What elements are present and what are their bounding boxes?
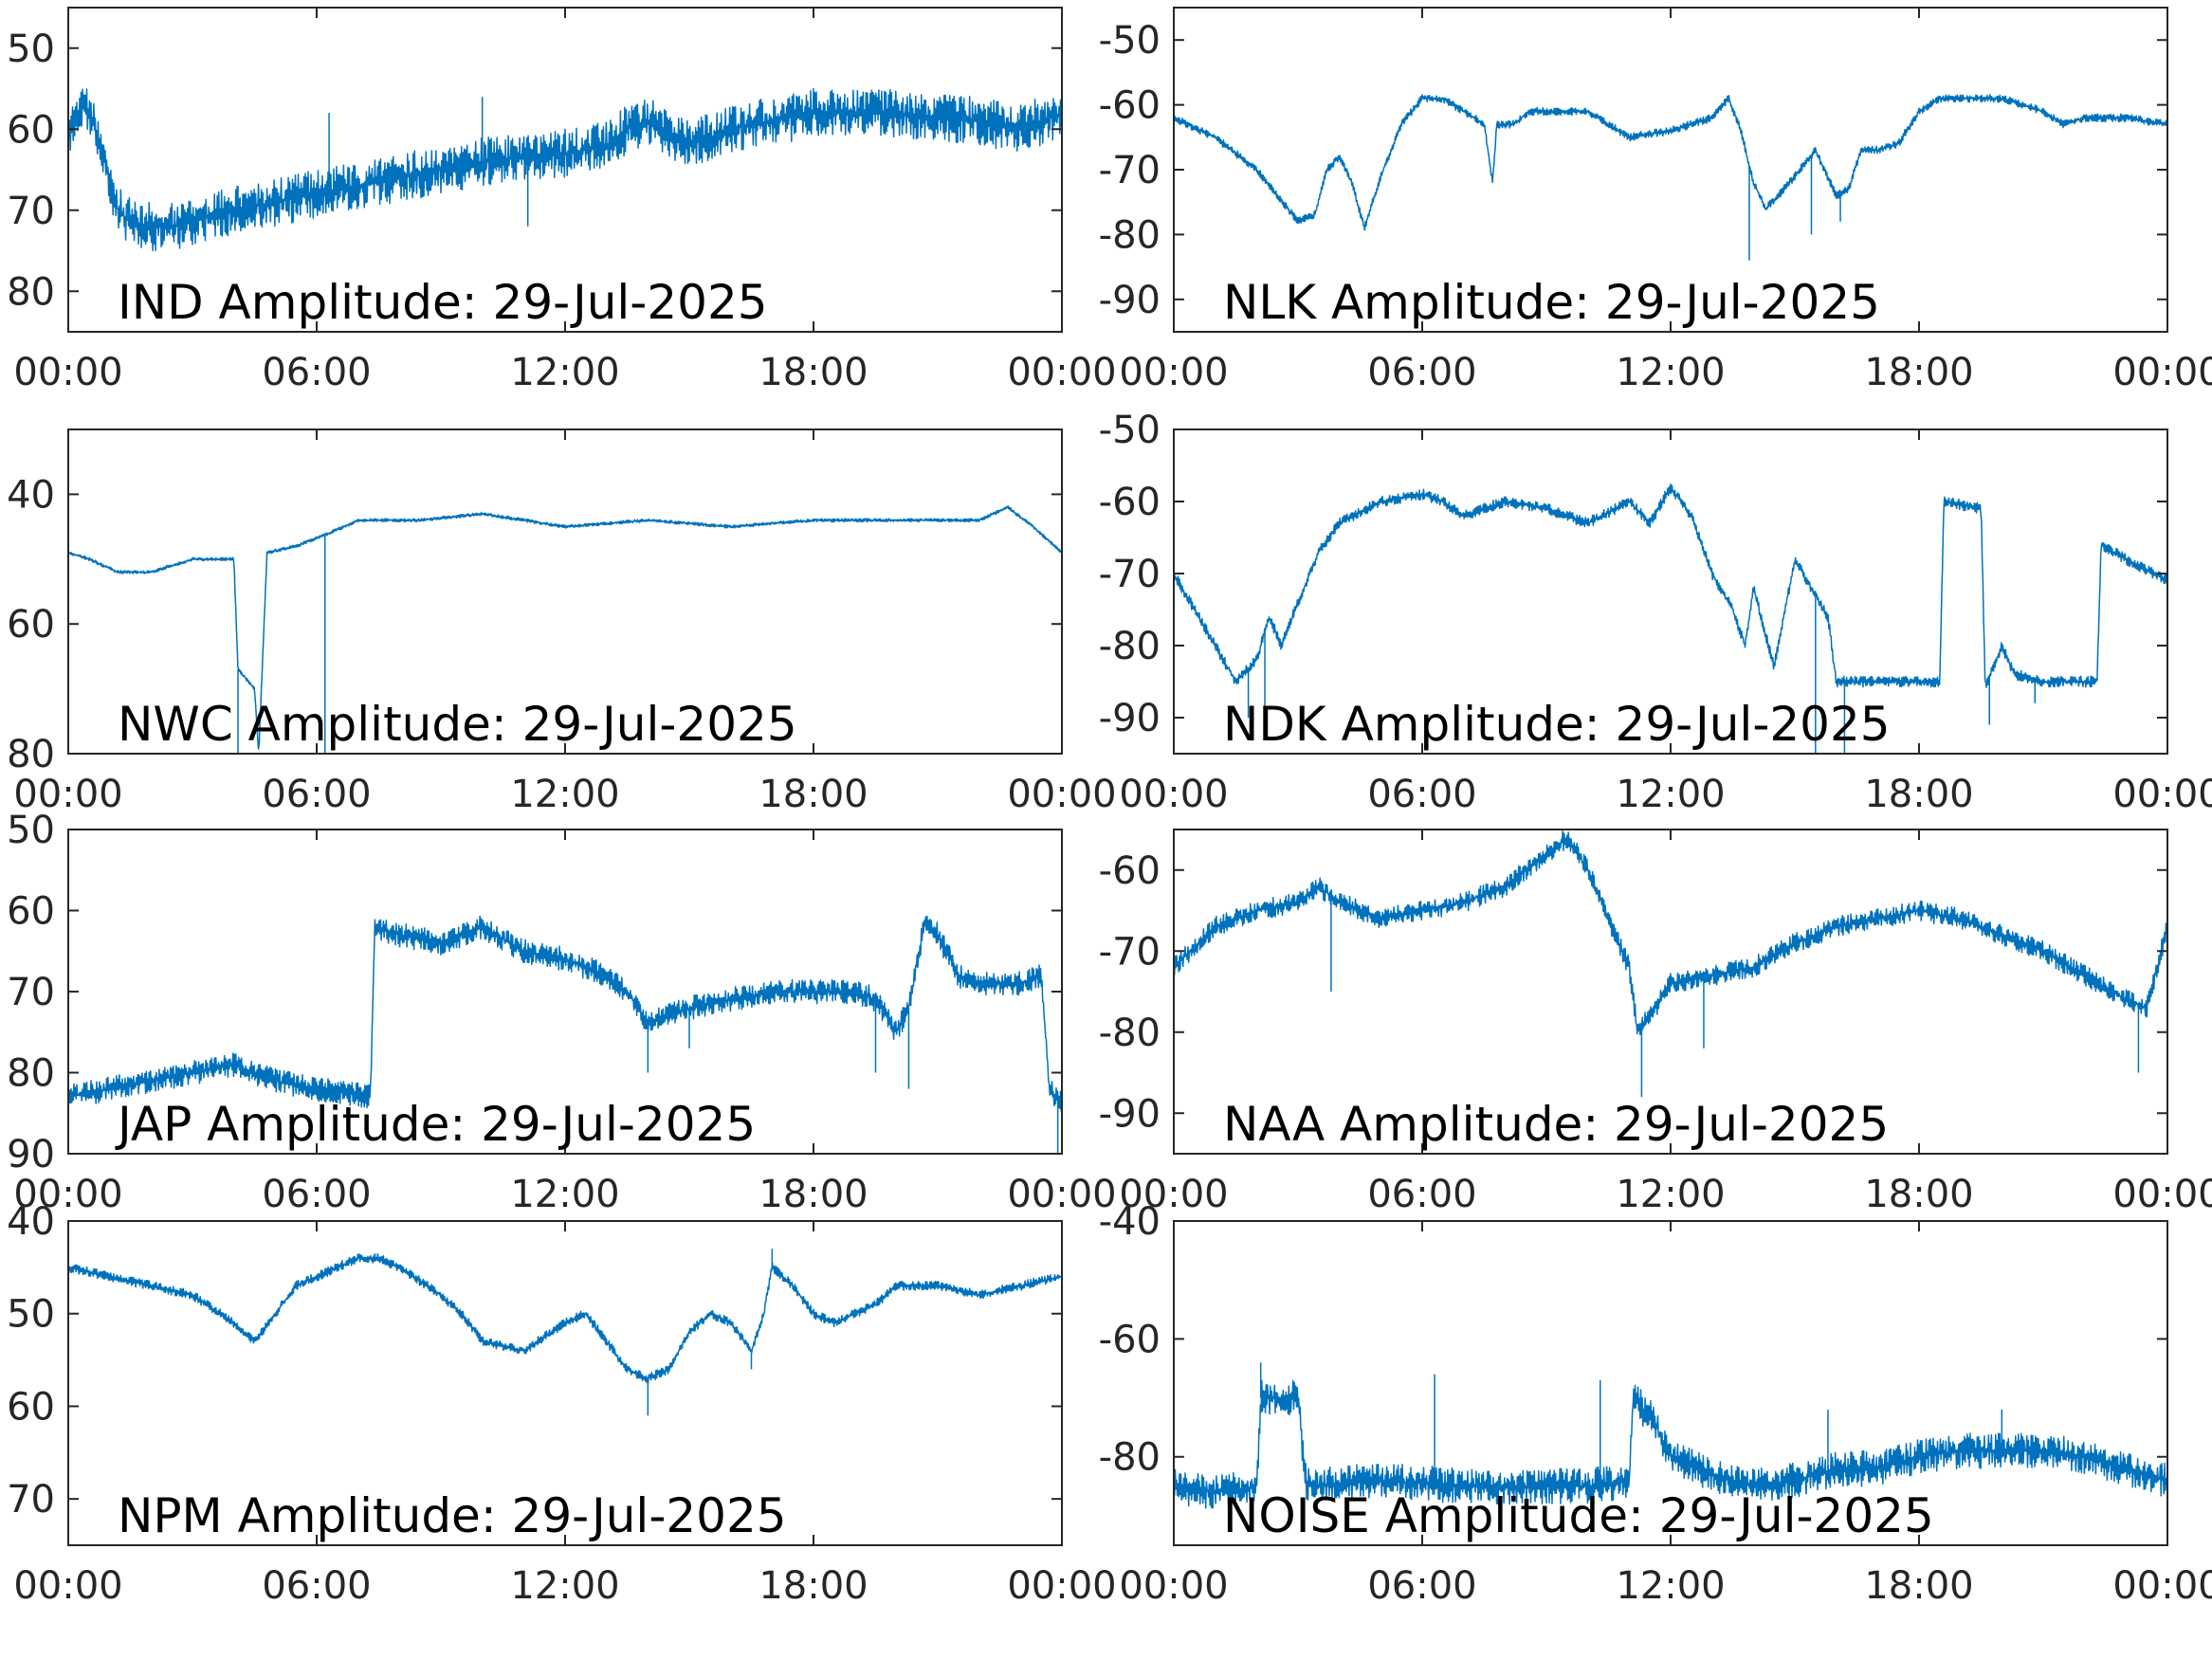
ytick-label-npm: 40 [7,1200,55,1244]
xtick-label-nlk: 12:00 [1616,351,1725,394]
xtick-label-nlk: 06:00 [1367,351,1476,394]
xtick-label-nlk: 00:00 [2112,351,2212,394]
xtick-label-naa: 12:00 [1616,1173,1725,1216]
xtick-label-naa: 00:00 [2112,1173,2212,1216]
ytick-label-jap: 60 [7,890,55,934]
ytick-label-ind: 70 [7,190,55,233]
ytick-label-ndk: -70 [1099,553,1161,596]
panel-title-jap: JAP Amplitude: 29-Jul-2025 [115,1097,756,1152]
ytick-label-npm: 70 [7,1478,55,1522]
panel-noise: -40 -60 -80 00:00 06:00 12:00 18:00 00:00 NOISE … [1099,1200,2212,1608]
ytick-label-naa: -80 [1099,1012,1161,1055]
ytick-label-noise: -40 [1099,1200,1161,1244]
xtick-label-noise: 00:00 [2112,1564,2212,1608]
ytick-label-ind: 50 [7,27,55,71]
panel-title-npm: NPM Amplitude: 29-Jul-2025 [118,1488,787,1543]
xtick-label-jap: 00:00 [13,1173,122,1216]
ytick-label-jap: 80 [7,1052,55,1096]
ytick-label-nwc: 80 [7,733,55,776]
ytick-label-jap: 70 [7,971,55,1014]
xtick-label-nlk: 00:00 [1119,351,1228,394]
panel-title-naa: NAA Amplitude: 29-Jul-2025 [1223,1097,1889,1152]
xtick-label-ind: 00:00 [1007,351,1116,394]
panel-ndk: -50 -60 -70 -80 -90 00:00 06:00 12:00 18:00 00:00… [1099,409,2212,816]
series-nwc-amplitude [68,504,1062,750]
xtick-label-noise: 18:00 [1864,1564,1973,1608]
xtick-label-ind: 12:00 [510,351,619,394]
xtick-label-noise: 00:00 [1119,1564,1228,1608]
series-nlk-amplitude [1174,94,2167,231]
ytick-label-noise: -80 [1099,1436,1161,1480]
panel-nlk: -50 -60 -70 -80 -90 00:00 06:00 12:00 18:00 00:00… [1099,7,2212,394]
xtick-label-ndk: 00:00 [1119,773,1228,816]
ytick-label-nwc: 60 [7,603,55,647]
xtick-label-ind: 00:00 [13,351,122,394]
xtick-label-nwc: 00:00 [13,773,122,816]
xtick-label-nwc: 06:00 [262,773,371,816]
series-naa-amplitude [1174,830,2167,1036]
panel-naa: -60 -70 -80 -90 00:00 06:00 12:00 18:00 00:00 NAA… [1099,829,2212,1216]
xtick-label-nwc: 12:00 [510,773,619,816]
xtick-label-noise: 12:00 [1616,1564,1725,1608]
ytick-label-naa: -60 [1099,849,1161,893]
xtick-label-jap: 12:00 [510,1173,619,1216]
ytick-label-nlk: -50 [1099,19,1161,63]
ytick-label-naa: -70 [1099,930,1161,974]
xtick-label-ndk: 12:00 [1616,773,1725,816]
ytick-label-ndk: -80 [1099,625,1161,668]
xtick-label-nwc: 18:00 [759,773,868,816]
xtick-label-npm: 18:00 [759,1564,868,1608]
xtick-label-nlk: 18:00 [1864,351,1973,394]
ytick-label-naa: -90 [1099,1092,1161,1136]
xtick-label-jap: 00:00 [1007,1173,1116,1216]
xtick-label-nwc: 00:00 [1007,773,1116,816]
series-noise-amplitude [1174,1379,2167,1509]
ytick-label-nwc: 40 [7,473,55,517]
series-ind-amplitude [68,87,1062,252]
xtick-label-ndk: 06:00 [1367,773,1476,816]
xtick-label-naa: 18:00 [1864,1173,1973,1216]
panel-title-ndk: NDK Amplitude: 29-Jul-2025 [1223,697,1891,752]
xtick-label-ndk: 00:00 [2112,773,2212,816]
ytick-label-nlk: -80 [1099,213,1161,257]
xtick-label-jap: 18:00 [759,1173,868,1216]
xtick-label-npm: 06:00 [262,1564,371,1608]
ytick-label-ndk: -60 [1099,481,1161,524]
series-npm-amplitude [68,1252,1062,1384]
panel-title-noise: NOISE Amplitude: 29-Jul-2025 [1223,1488,1934,1543]
xtick-label-ind: 06:00 [262,351,371,394]
xtick-label-npm: 00:00 [13,1564,122,1608]
panel-title-ind: IND Amplitude: 29-Jul-2025 [118,275,768,330]
xtick-label-jap: 06:00 [262,1173,371,1216]
panel-title-nwc: NWC Amplitude: 29-Jul-2025 [118,697,797,752]
ytick-label-jap: 90 [7,1133,55,1176]
ytick-label-ind: 80 [7,270,55,314]
xtick-label-naa: 00:00 [1119,1173,1228,1216]
xtick-label-ndk: 18:00 [1864,773,1973,816]
ytick-label-nlk: -60 [1099,84,1161,128]
series-ndk-amplitude [1174,483,2167,688]
series-jap-amplitude [68,915,1062,1113]
xtick-label-naa: 06:00 [1367,1173,1476,1216]
xtick-label-npm: 12:00 [510,1564,619,1608]
ytick-label-npm: 60 [7,1385,55,1429]
panel-title-nlk: NLK Amplitude: 29-Jul-2025 [1223,275,1880,330]
ytick-label-ndk: -50 [1099,409,1161,452]
ytick-label-nlk: -70 [1099,149,1161,192]
ytick-label-noise: -60 [1099,1318,1161,1361]
xtick-label-noise: 06:00 [1367,1564,1476,1608]
ytick-label-jap: 50 [7,809,55,852]
ytick-label-npm: 50 [7,1293,55,1337]
xtick-label-ind: 18:00 [759,351,868,394]
ytick-label-ndk: -90 [1099,697,1161,740]
panel-ind: 50 60 70 80 00:00 06:00 12:00 18:00 00:00 IND Amp… [7,7,1117,394]
panel-npm: 40 50 60 70 00:00 06:00 12:00 18:00 00:00 NPM Amp… [7,1200,1117,1608]
xtick-label-npm: 00:00 [1007,1564,1116,1608]
ytick-label-ind: 60 [7,108,55,152]
ytick-label-nlk: -90 [1099,279,1161,322]
